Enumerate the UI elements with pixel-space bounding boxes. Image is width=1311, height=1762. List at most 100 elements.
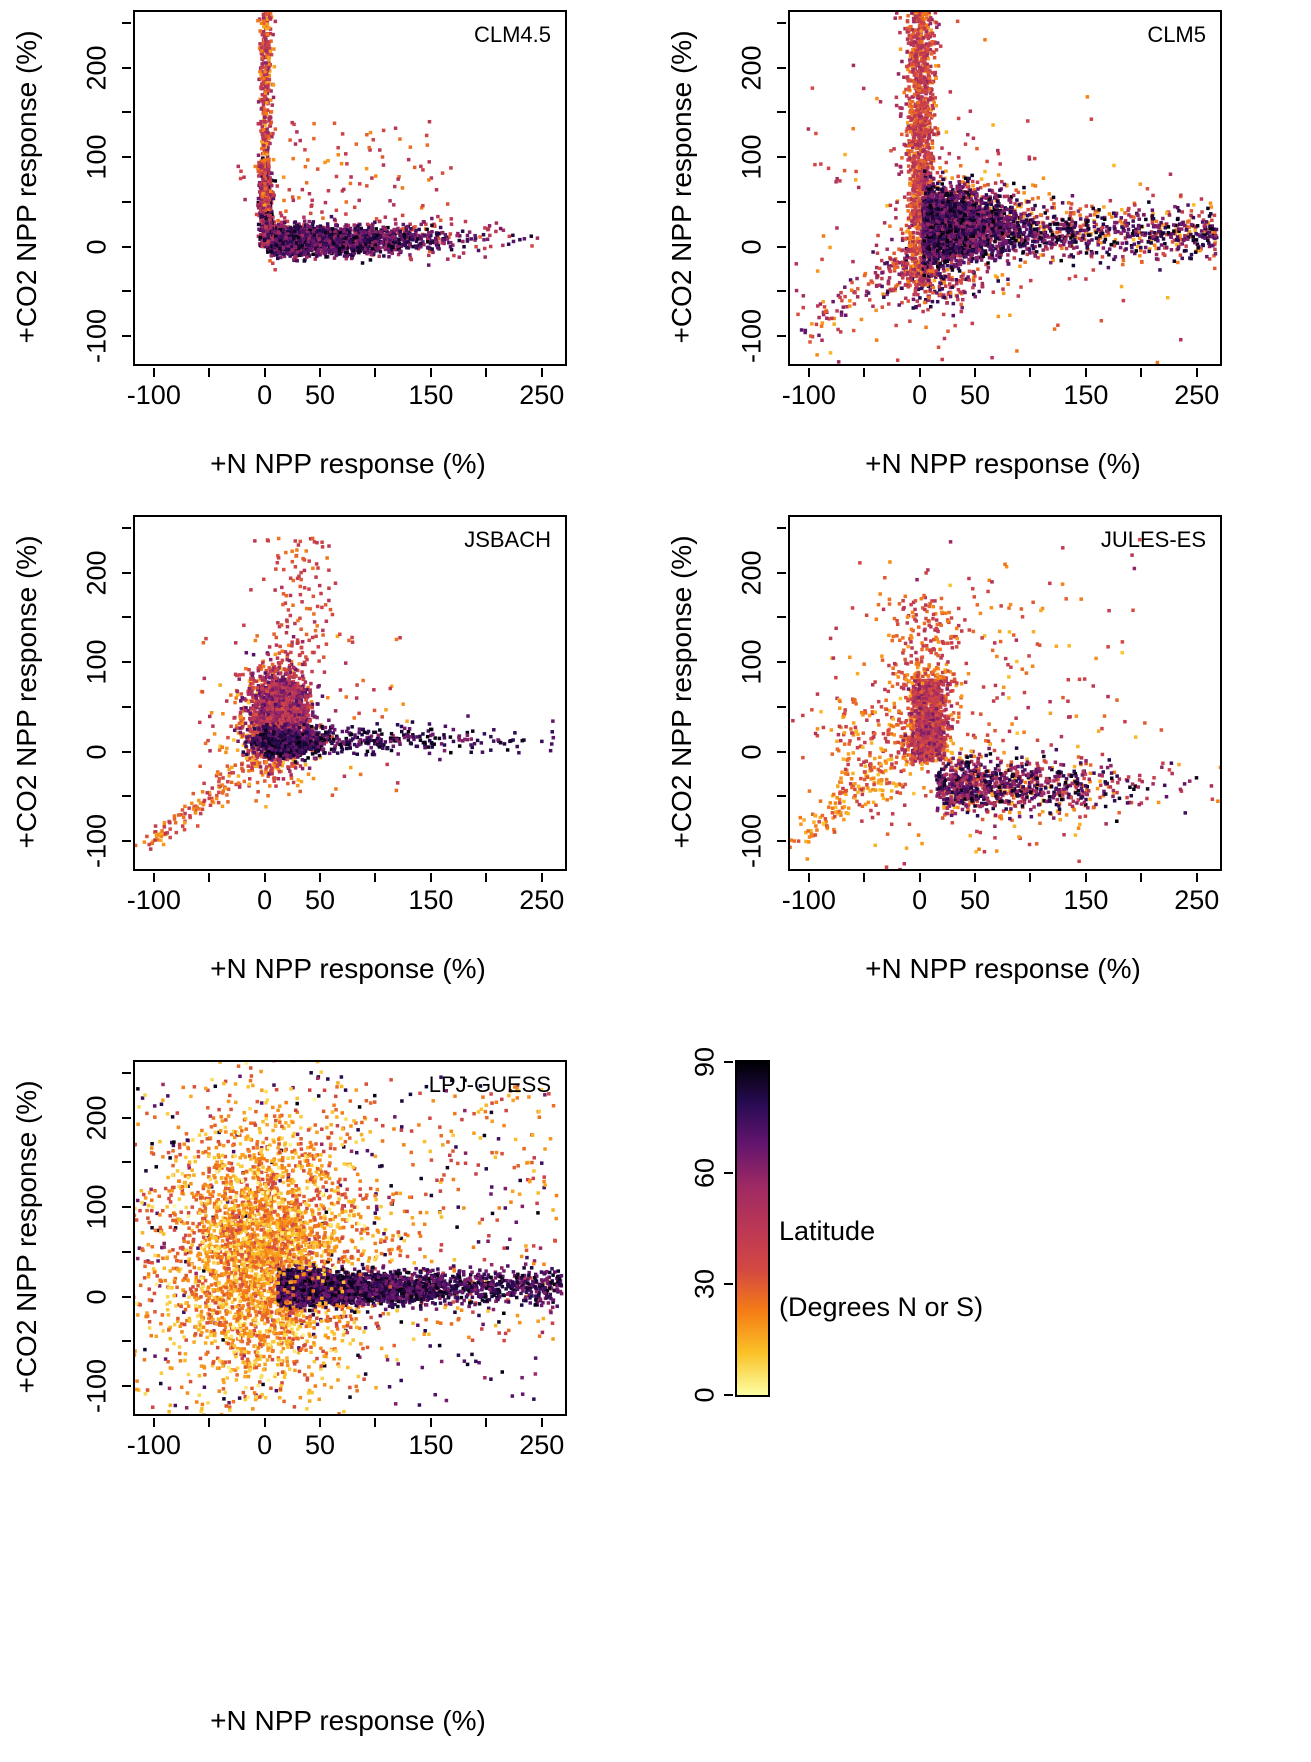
plot-area: JSBACH -100 0 50 150 250 -100 0 100 200 xyxy=(82,515,567,915)
x-tick xyxy=(374,368,377,377)
x-axis-label: +N NPP response (%) xyxy=(865,953,1141,984)
x-axis-label: +N NPP response (%) xyxy=(210,953,486,984)
x-tick-label: -100 xyxy=(781,380,836,410)
y-tick-label: 0 xyxy=(81,239,112,255)
x-tick xyxy=(1195,873,1198,882)
y-tick xyxy=(122,1116,131,1119)
y-tick-label: -100 xyxy=(81,814,112,869)
x-tick xyxy=(1140,873,1143,882)
colorbar-tick xyxy=(724,1283,733,1285)
x-tick-label: 50 xyxy=(305,380,336,410)
panel-clm5: +CO2 NPP response (%) CLM5 -100 0 50 150 250… xyxy=(655,0,1311,505)
y-tick xyxy=(122,111,131,114)
x-tick xyxy=(152,1418,155,1427)
panel-title: JSBACH xyxy=(464,527,551,552)
x-tick xyxy=(263,1418,266,1427)
panel-title: JULES-ES xyxy=(1100,527,1206,552)
y-tick-label: 100 xyxy=(736,134,767,180)
x-tick-label: 50 xyxy=(305,1430,336,1460)
y-tick xyxy=(122,840,131,843)
colorbar-tick-label: 30 xyxy=(689,1268,720,1300)
x-tick-label: 150 xyxy=(408,380,454,410)
y-tick xyxy=(777,335,786,338)
y-tick-label: 200 xyxy=(81,550,112,596)
y-axis-label: +CO2 NPP response (%) xyxy=(666,30,697,344)
x-tick xyxy=(429,873,432,882)
x-tick-label: 50 xyxy=(960,885,991,915)
panel-title: CLM4.5 xyxy=(473,22,551,47)
x-tick xyxy=(319,1418,322,1427)
y-tick xyxy=(777,200,786,203)
y-tick xyxy=(122,526,131,529)
y-tick xyxy=(122,156,131,159)
y-tick xyxy=(777,795,786,798)
x-tick-label: -100 xyxy=(126,380,181,410)
x-tick-label: -100 xyxy=(126,1430,181,1460)
x-tick xyxy=(863,368,866,377)
x-tick xyxy=(208,1418,211,1427)
x-tick xyxy=(1029,368,1032,377)
y-tick-label: 0 xyxy=(736,239,767,255)
panel-jules-es: +CO2 NPP response (%) JULES-ES -100 0 50 15… xyxy=(655,505,1311,1050)
y-tick xyxy=(122,1161,131,1164)
colorbar-tick xyxy=(724,1394,733,1396)
y-tick-label: -100 xyxy=(736,814,767,869)
y-tick-label: 100 xyxy=(81,1184,112,1230)
x-axis-label: +N NPP response (%) xyxy=(210,448,486,479)
y-tick xyxy=(777,840,786,843)
panel-title: CLM5 xyxy=(1147,22,1206,47)
x-tick-label: 0 xyxy=(912,885,928,915)
x-tick-label: 150 xyxy=(408,885,454,915)
colorbar-tick-label: 60 xyxy=(689,1157,720,1189)
x-tick xyxy=(152,368,155,377)
y-tick-label: 100 xyxy=(736,639,767,685)
x-tick xyxy=(1084,873,1087,882)
plot-area: JULES-ES -100 0 50 150 250 -100 0 100 200 xyxy=(737,515,1222,915)
y-tick xyxy=(777,66,786,69)
x-tick-label: 250 xyxy=(519,885,565,915)
x-tick-label: 50 xyxy=(960,380,991,410)
y-tick xyxy=(777,156,786,159)
x-tick-label: 50 xyxy=(305,885,336,915)
y-axis-label: +CO2 NPP response (%) xyxy=(666,535,697,849)
y-tick-label: 100 xyxy=(81,134,112,180)
y-tick xyxy=(122,245,131,248)
x-tick-label: -100 xyxy=(126,885,181,915)
scatter-canvas xyxy=(135,12,565,364)
x-tick-label: 150 xyxy=(408,1430,454,1460)
y-tick xyxy=(122,66,131,69)
y-tick xyxy=(777,750,786,753)
x-tick-label: 0 xyxy=(257,380,273,410)
x-tick xyxy=(263,368,266,377)
x-tick-label: 0 xyxy=(257,885,273,915)
y-tick-label: 200 xyxy=(81,1095,112,1141)
y-tick xyxy=(777,571,786,574)
colorbar-tick-label: 90 xyxy=(689,1046,720,1078)
x-tick xyxy=(485,368,488,377)
x-tick xyxy=(152,873,155,882)
x-tick-label: 250 xyxy=(519,380,565,410)
y-tick xyxy=(777,290,786,293)
x-tick xyxy=(1195,368,1198,377)
x-tick-label: 250 xyxy=(519,1430,565,1460)
y-tick-label: 0 xyxy=(81,744,112,760)
plot-area: LPJ-GUESS -100 0 50 150 250 -100 0 100 200 xyxy=(82,1060,567,1460)
x-tick xyxy=(485,1418,488,1427)
colorbar-tick xyxy=(724,1061,733,1063)
y-tick-label: -100 xyxy=(736,309,767,364)
x-tick xyxy=(974,368,977,377)
y-tick xyxy=(122,1250,131,1253)
x-tick-label: 150 xyxy=(1063,885,1109,915)
scatter-canvas xyxy=(790,12,1220,364)
y-tick xyxy=(122,705,131,708)
colorbar-tick xyxy=(724,1172,733,1174)
y-tick xyxy=(122,21,131,24)
x-tick xyxy=(540,368,543,377)
y-tick xyxy=(122,795,131,798)
x-tick xyxy=(540,873,543,882)
y-tick-label: 200 xyxy=(736,45,767,91)
x-tick xyxy=(263,873,266,882)
y-tick xyxy=(122,335,131,338)
panel-lpj-guess: +CO2 NPP response (%) LPJ-GUESS -100 0 50 1… xyxy=(0,1050,655,1762)
